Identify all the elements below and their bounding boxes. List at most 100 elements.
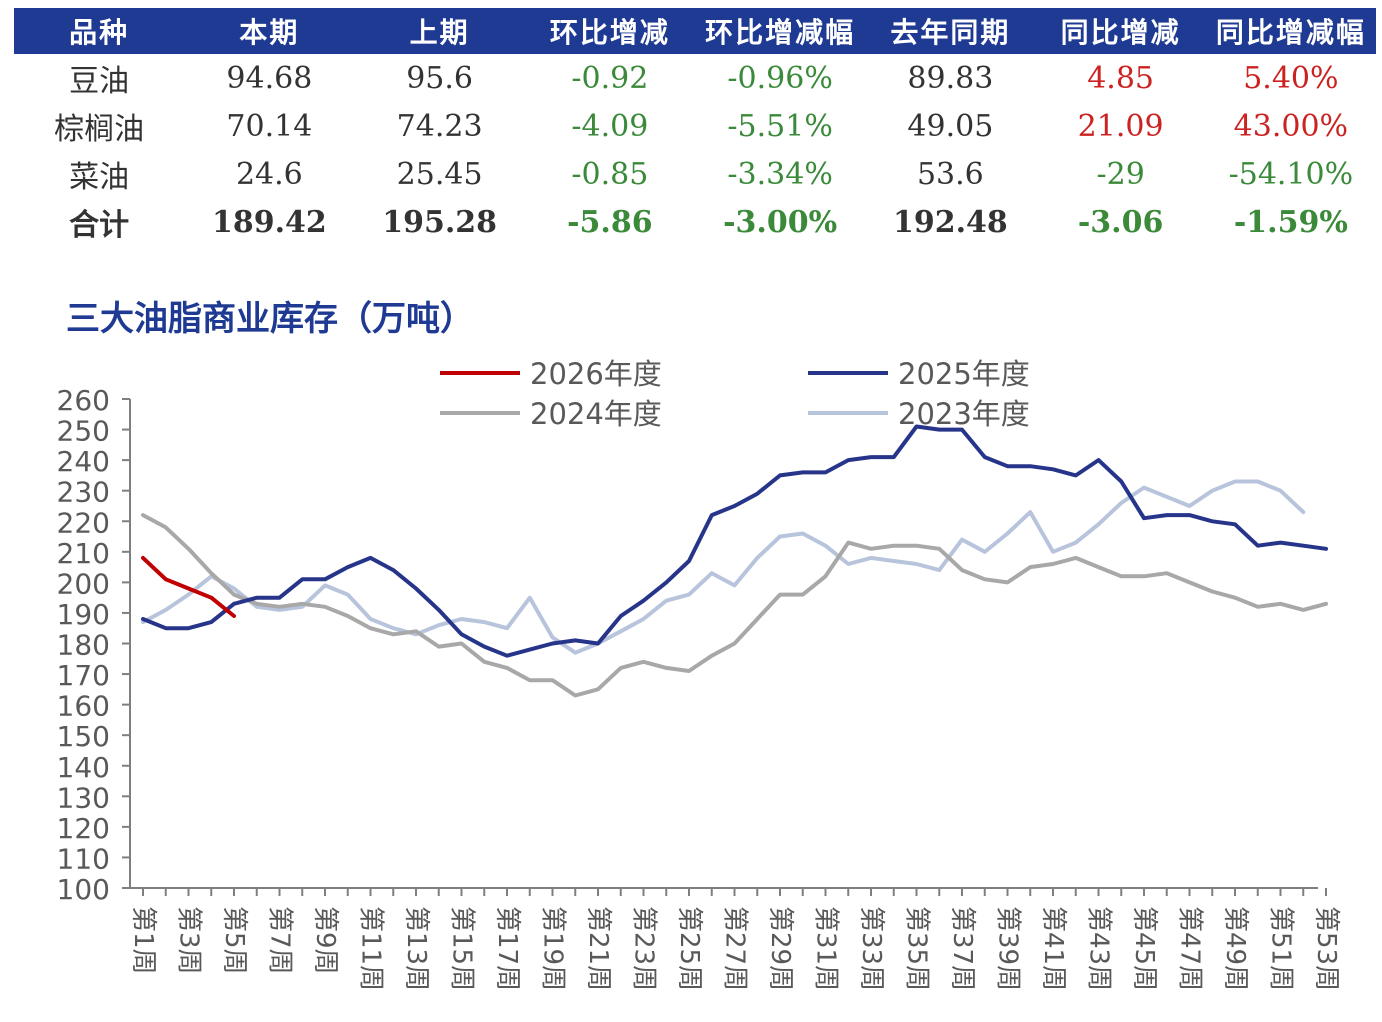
table-row: 豆油 94.68 95.6 -0.92 -0.96% 89.83 4.85 5.40% — [14, 54, 1376, 102]
x-tick-label: 第45周 — [1129, 906, 1159, 991]
x-tick-label: 第1周 — [128, 906, 158, 975]
series-line-2025年度 — [141, 424, 1328, 658]
y-tick-label: 120 — [57, 812, 110, 845]
y-tick-label: 260 — [57, 384, 110, 417]
table-cell: 49.05 — [907, 108, 994, 144]
x-tick-label: 第21周 — [583, 906, 613, 991]
legend-label: 2025年度 — [898, 357, 1030, 391]
y-tick-label: 210 — [57, 537, 110, 570]
y-tick-label: 100 — [57, 873, 110, 906]
y-tick-label: 230 — [57, 476, 110, 509]
series-layer — [141, 424, 1328, 698]
table-cell: 43.00% — [1233, 108, 1349, 144]
table-cell: 89.83 — [907, 60, 994, 96]
y-tick-label: 140 — [57, 751, 110, 784]
table-cell: -3.00% — [723, 204, 838, 240]
x-tick-label: 第51周 — [1266, 906, 1296, 991]
legend-label: 2024年度 — [530, 397, 662, 431]
table-cell: 4.85 — [1087, 60, 1155, 96]
row-label: 合计 — [69, 208, 130, 243]
table-cell: 25.45 — [396, 156, 483, 192]
x-tick-label: 第29周 — [765, 906, 795, 991]
table-row: 棕榈油 70.14 74.23 -4.09 -5.51% 49.05 21.09 43.00% — [14, 102, 1376, 150]
x-tick-label: 第41周 — [1038, 906, 1068, 991]
y-tick-label: 220 — [57, 506, 110, 539]
column-header: 环比增减幅 — [695, 8, 866, 54]
x-tick-label: 第37周 — [947, 906, 977, 991]
inventory-table: 品种 本期 上期 环比增减 环比增减幅 去年同期 同比增减 同比增减幅 豆油 94.68 95.6… — [14, 8, 1376, 246]
x-tick-label: 第31周 — [811, 906, 841, 991]
table-cell: -4.09 — [571, 108, 649, 144]
table-body: 豆油 94.68 95.6 -0.92 -0.96% 89.83 4.85 5.40% 棕榈油 7… — [14, 54, 1376, 246]
x-tick-label: 第53周 — [1311, 906, 1341, 991]
y-tick-label: 240 — [57, 445, 110, 478]
table-cell: 5.40% — [1243, 60, 1339, 96]
column-header: 上期 — [354, 8, 525, 54]
x-tick-label: 第7周 — [265, 906, 295, 975]
table-cell: 70.14 — [226, 108, 313, 144]
table-cell: 95.6 — [406, 60, 474, 96]
x-tick-label: 第49周 — [1220, 906, 1250, 991]
legend-item: 2023年度 — [808, 397, 1030, 431]
y-tick-label: 150 — [57, 720, 110, 753]
row-label: 菜油 — [69, 160, 130, 195]
x-tick-label: 第43周 — [1084, 906, 1114, 991]
table-cell: 195.28 — [382, 204, 498, 240]
table-cell: -0.85 — [571, 156, 649, 192]
y-tick-label: 170 — [57, 659, 110, 692]
table-cell: 53.6 — [916, 156, 984, 192]
table-cell: 192.48 — [892, 204, 1008, 240]
series-line-2026年度 — [141, 555, 236, 618]
x-tick-label: 第3周 — [174, 906, 204, 975]
table-cell: -0.96% — [727, 60, 833, 96]
table-cell: -3.06 — [1077, 204, 1164, 240]
x-tick-label: 第17周 — [492, 906, 522, 991]
table-cell: 74.23 — [396, 108, 483, 144]
y-tick-label: 110 — [57, 842, 110, 875]
table-row: 菜油 24.6 25.45 -0.85 -3.34% 53.6 -29 -54.10% — [14, 150, 1376, 198]
legend: 2026年度 2025年度 2024年度 2023年度 — [440, 357, 1030, 431]
table-cell: -0.92 — [571, 60, 649, 96]
inventory-line-chart: 三大油脂商业库存（万吨） 100110120130140150160170180… — [57, 299, 1341, 991]
column-header: 本期 — [184, 8, 355, 54]
x-tick-label: 第27周 — [720, 906, 750, 991]
table-cell: -5.51% — [727, 108, 833, 144]
y-tick-label: 180 — [57, 629, 110, 662]
x-tick-label: 第15周 — [447, 906, 477, 991]
legend-label: 2023年度 — [898, 397, 1030, 431]
legend-item: 2024年度 — [440, 397, 662, 431]
column-header: 品种 — [14, 8, 185, 54]
series-line-2023年度 — [141, 479, 1306, 655]
table-header-row: 品种 本期 上期 环比增减 环比增减幅 去年同期 同比增减 同比增减幅 — [14, 8, 1376, 54]
y-tick-label: 250 — [57, 415, 110, 448]
table-cell: -29 — [1096, 156, 1145, 192]
x-tick-label: 第35周 — [902, 906, 932, 991]
legend-item: 2025年度 — [808, 357, 1030, 391]
x-tick-label: 第25周 — [674, 906, 704, 991]
x-tick-label: 第39周 — [993, 906, 1023, 991]
axes-layer: 1001101201301401501601701801902002102202… — [57, 384, 1341, 991]
x-tick-label: 第47周 — [1175, 906, 1205, 991]
table-cell: -54.10% — [1228, 156, 1354, 192]
legend-label: 2026年度 — [530, 357, 662, 391]
column-header: 同比增减幅 — [1205, 8, 1376, 54]
y-tick-label: 190 — [57, 598, 110, 631]
x-tick-label: 第11周 — [356, 906, 386, 991]
table-cell: 21.09 — [1077, 108, 1164, 144]
column-header: 同比增减 — [1035, 8, 1206, 54]
table-cell: 24.6 — [235, 156, 303, 192]
y-tick-label: 160 — [57, 690, 110, 723]
x-tick-label: 第5周 — [219, 906, 249, 975]
x-tick-label: 第13周 — [401, 906, 431, 991]
column-header: 环比增减 — [524, 8, 695, 54]
table-cell: -1.59% — [1233, 204, 1348, 240]
table-cell: -3.34% — [727, 156, 833, 192]
row-label: 豆油 — [69, 64, 130, 99]
y-tick-label: 130 — [57, 781, 110, 814]
x-tick-label: 第33周 — [856, 906, 886, 991]
series-line-2024年度 — [141, 513, 1328, 698]
y-tick-label: 200 — [57, 567, 110, 600]
table-cell: -5.86 — [567, 204, 653, 240]
chart-title: 三大油脂商业库存（万吨） — [66, 299, 474, 339]
table-row: 合计 189.42 195.28 -5.86 -3.00% 192.48 -3.06 -1.5… — [14, 198, 1376, 246]
